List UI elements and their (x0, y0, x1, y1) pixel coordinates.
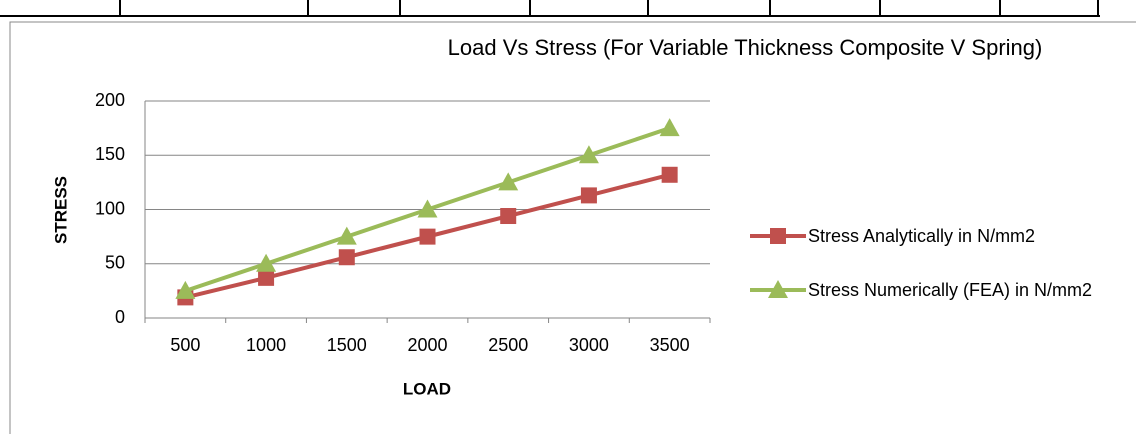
legend-marker (770, 228, 786, 244)
marker (336, 226, 357, 245)
marker (498, 172, 519, 191)
marker (659, 118, 680, 137)
marker (580, 187, 597, 204)
table-fragment (0, 0, 1100, 17)
legend-label: Stress Analytically in N/mm2 (808, 226, 1036, 246)
x-tick-label: 1500 (327, 335, 367, 355)
chart-border (9, 21, 1136, 434)
legend-marker (768, 280, 788, 298)
y-axis-label: STRESS (51, 176, 70, 244)
chart-title: Load Vs Stress (For Variable Thickness C… (448, 35, 1043, 60)
marker (578, 145, 599, 164)
marker (417, 199, 438, 218)
x-tick-label: 3500 (650, 335, 690, 355)
marker (661, 166, 678, 183)
y-tick-label: 0 (115, 307, 125, 327)
x-tick-label: 500 (170, 335, 200, 355)
y-tick-label: 200 (95, 90, 125, 110)
y-tick-label: 100 (95, 198, 125, 218)
x-tick-label: 3000 (569, 335, 609, 355)
x-tick-label: 1000 (246, 335, 286, 355)
legend-label: Stress Numerically (FEA) in N/mm2 (808, 280, 1093, 300)
marker (175, 280, 196, 299)
x-axis-label: LOAD (403, 379, 451, 398)
marker (338, 249, 355, 266)
marker (258, 269, 275, 286)
y-tick-label: 150 (95, 144, 125, 164)
marker (256, 253, 277, 272)
x-tick-label: 2500 (488, 335, 528, 355)
marker (500, 208, 517, 225)
marker (419, 228, 436, 245)
y-tick-label: 50 (105, 253, 125, 273)
x-tick-label: 2000 (407, 335, 447, 355)
